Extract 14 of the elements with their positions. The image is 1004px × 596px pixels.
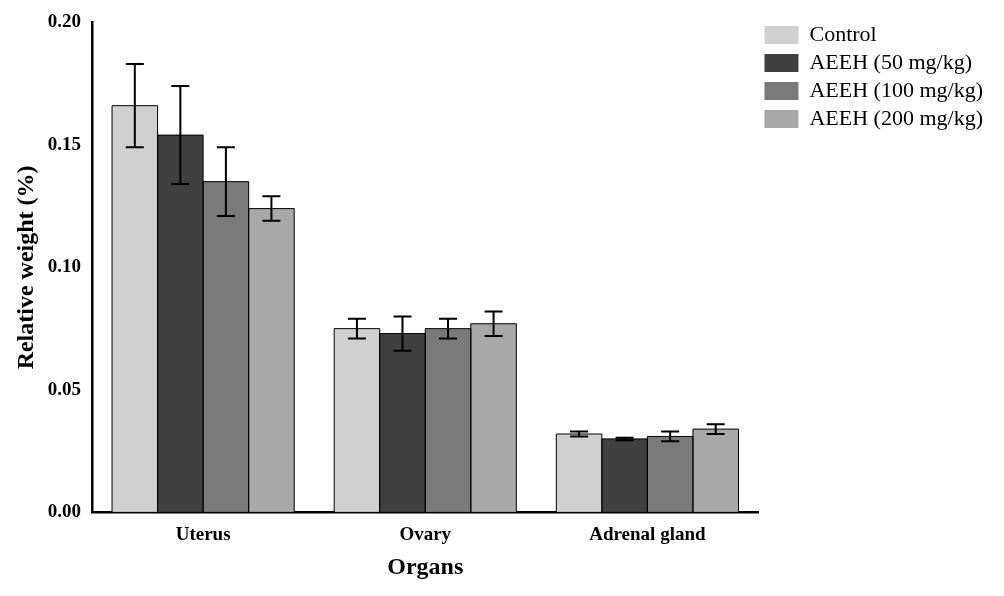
x-tick-label: Uterus — [175, 522, 231, 544]
x-tick-label: Ovary — [399, 522, 452, 544]
legend-label: AEEH (200 mg/kg) — [809, 104, 983, 130]
y-axis-title: Relative weight (%) — [11, 165, 38, 370]
y-tick-label: 0.00 — [47, 500, 82, 522]
y-tick-label: 0.10 — [47, 255, 82, 277]
legend-label: AEEH (50 mg/kg) — [809, 48, 972, 74]
legend-label: AEEH (100 mg/kg) — [809, 76, 983, 102]
x-tick-label: Adrenal gland — [589, 522, 706, 544]
y-tick-label: 0.15 — [47, 132, 82, 154]
y-tick-label: 0.05 — [47, 377, 82, 399]
x-axis-title: Organs — [387, 552, 464, 579]
legend-label: Control — [809, 20, 877, 46]
y-tick-label: 0.20 — [47, 10, 82, 32]
